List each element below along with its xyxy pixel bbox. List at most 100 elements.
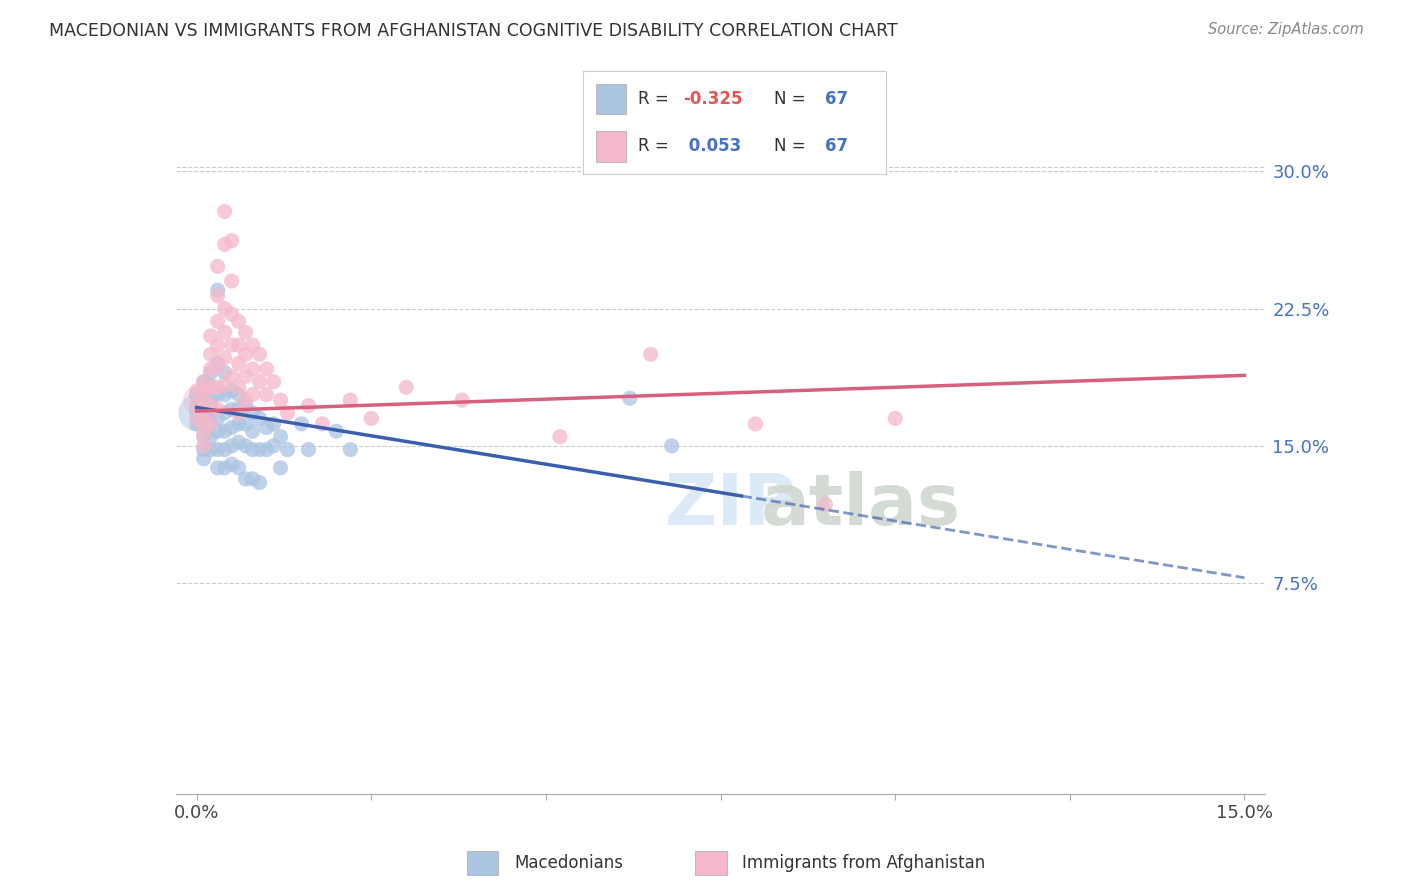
Point	[186, 406, 208, 420]
Text: R =: R =	[638, 137, 669, 155]
Point	[270, 461, 292, 475]
Text: 67: 67	[825, 90, 848, 108]
Point	[242, 472, 264, 486]
Point	[235, 399, 257, 413]
Point	[235, 439, 257, 453]
Point	[256, 362, 278, 376]
Point	[193, 442, 215, 457]
Point	[339, 442, 361, 457]
Point	[207, 260, 229, 274]
Point	[200, 329, 222, 343]
Point	[619, 391, 641, 405]
Point	[200, 362, 222, 376]
Point	[221, 384, 243, 398]
Point	[214, 378, 236, 392]
FancyBboxPatch shape	[467, 851, 498, 875]
FancyBboxPatch shape	[695, 851, 727, 875]
Point	[263, 439, 285, 453]
Point	[249, 442, 271, 457]
Point	[884, 411, 907, 425]
Point	[186, 393, 208, 408]
Text: 67: 67	[825, 137, 848, 155]
Text: N =: N =	[773, 90, 806, 108]
Point	[207, 380, 229, 394]
Point	[242, 406, 264, 420]
Point	[256, 442, 278, 457]
Point	[214, 326, 236, 340]
Point	[228, 314, 250, 328]
Point	[221, 369, 243, 384]
Point	[193, 399, 215, 413]
Point	[207, 356, 229, 370]
Point	[228, 338, 250, 352]
Point	[263, 417, 285, 431]
Text: atlas: atlas	[761, 471, 960, 540]
Point	[214, 301, 236, 316]
Point	[193, 417, 215, 431]
FancyBboxPatch shape	[596, 131, 626, 161]
Point	[235, 347, 257, 361]
Point	[214, 424, 236, 438]
Point	[311, 417, 333, 431]
Point	[207, 411, 229, 425]
Point	[186, 411, 208, 425]
Point	[200, 393, 222, 408]
Point	[297, 442, 319, 457]
Text: Source: ZipAtlas.com: Source: ZipAtlas.com	[1208, 22, 1364, 37]
Point	[214, 351, 236, 365]
Point	[228, 356, 250, 370]
Point	[207, 338, 229, 352]
Point	[228, 387, 250, 401]
Point	[207, 283, 229, 297]
Point	[193, 430, 215, 444]
Point	[200, 347, 222, 361]
Point	[207, 288, 229, 302]
Point	[214, 204, 236, 219]
Point	[242, 338, 264, 352]
Point	[451, 393, 474, 408]
Point	[186, 387, 208, 401]
Point	[200, 417, 222, 431]
Point	[193, 425, 215, 440]
Point	[221, 439, 243, 453]
Point	[193, 387, 215, 401]
Point	[200, 399, 222, 413]
Point	[661, 439, 683, 453]
Text: Macedonians: Macedonians	[515, 854, 623, 872]
Text: ZIP: ZIP	[665, 471, 797, 540]
Point	[228, 417, 250, 431]
Point	[242, 424, 264, 438]
FancyBboxPatch shape	[596, 84, 626, 114]
Point	[186, 406, 208, 420]
Point	[221, 307, 243, 321]
Text: R =: R =	[638, 90, 669, 108]
Point	[221, 274, 243, 288]
Point	[249, 411, 271, 425]
Point	[186, 399, 208, 413]
Point	[186, 384, 208, 398]
Point	[242, 442, 264, 457]
Text: 0.053: 0.053	[683, 137, 741, 155]
Point	[395, 380, 418, 394]
Point	[214, 366, 236, 380]
Point	[200, 406, 222, 420]
Point	[270, 393, 292, 408]
Point	[200, 380, 222, 394]
Point	[200, 417, 222, 431]
Point	[270, 430, 292, 444]
Point	[193, 393, 215, 408]
Point	[249, 347, 271, 361]
Text: -0.325: -0.325	[683, 90, 742, 108]
Point	[256, 387, 278, 401]
Point	[744, 417, 766, 431]
Point	[228, 402, 250, 417]
Point	[221, 420, 243, 434]
Point	[249, 375, 271, 389]
Point	[276, 442, 298, 457]
Point	[214, 442, 236, 457]
Point	[242, 362, 264, 376]
Point	[325, 424, 347, 438]
Point	[640, 347, 662, 361]
Point	[200, 430, 222, 444]
Point	[221, 402, 243, 417]
